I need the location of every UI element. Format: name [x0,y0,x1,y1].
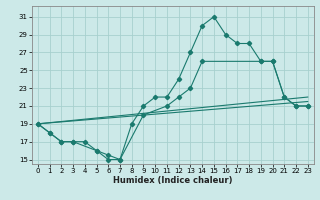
X-axis label: Humidex (Indice chaleur): Humidex (Indice chaleur) [113,176,233,185]
